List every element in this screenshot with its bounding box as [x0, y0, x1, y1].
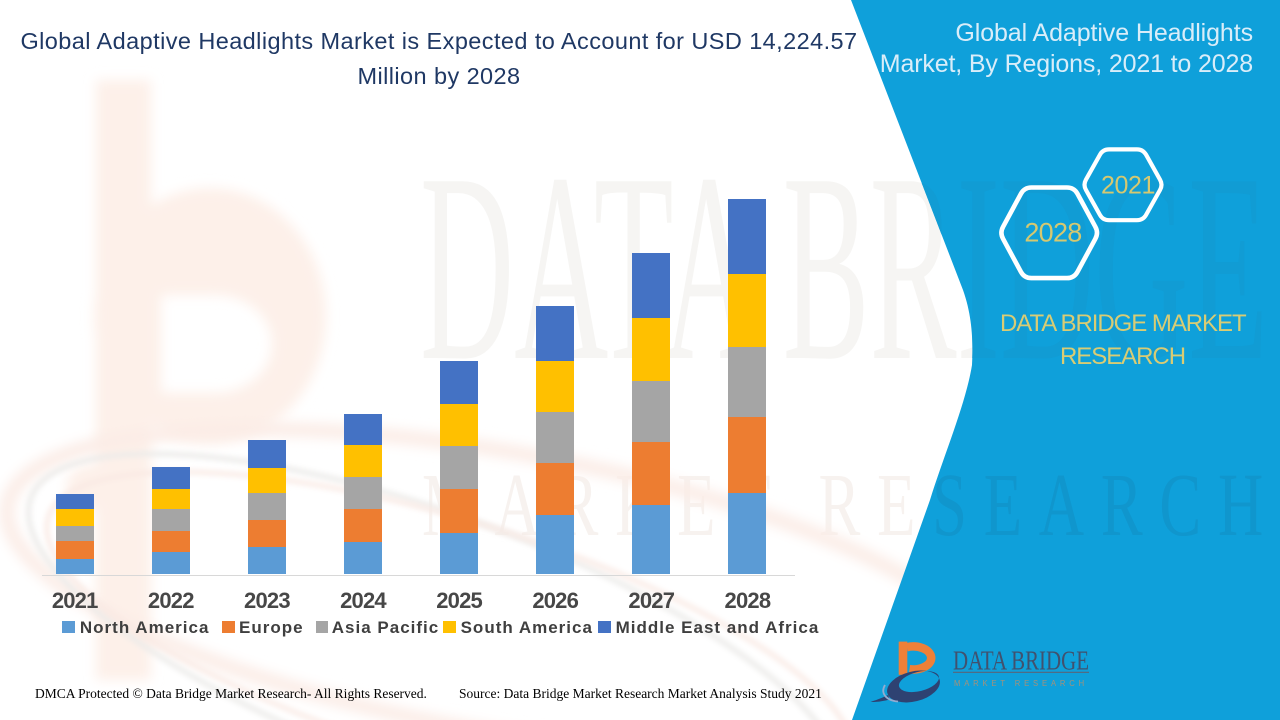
svg-text:MARKET RESEARCH: MARKET RESEARCH — [954, 679, 1088, 688]
svg-text:2021: 2021 — [1101, 172, 1155, 200]
svg-text:2028: 2028 — [1024, 218, 1081, 248]
svg-text:DATA BRIDGE: DATA BRIDGE — [953, 644, 1089, 675]
